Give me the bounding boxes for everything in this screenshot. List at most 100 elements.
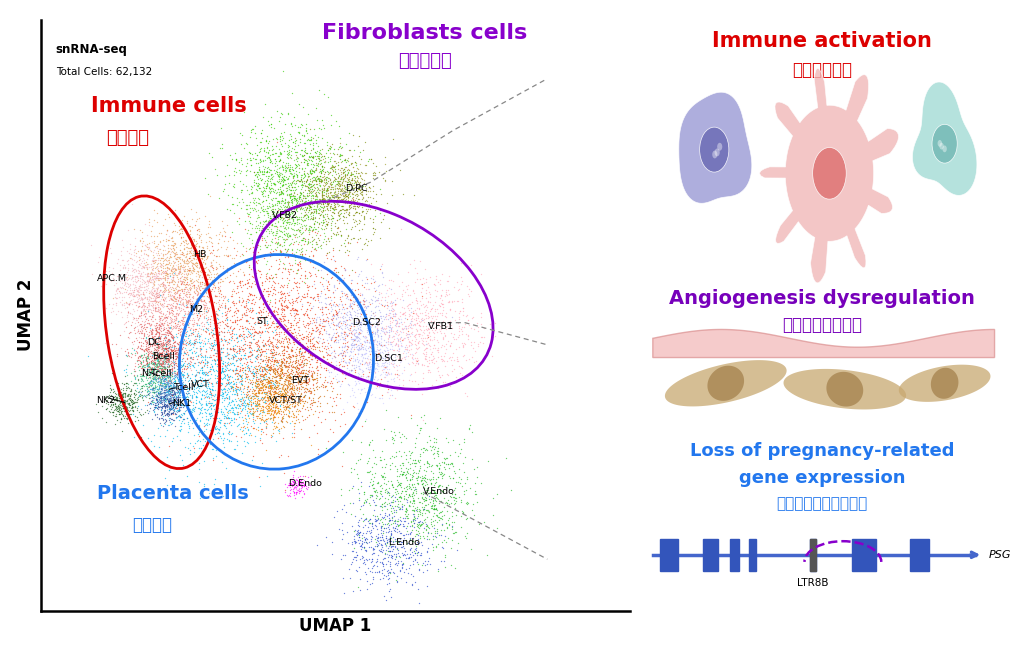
Point <box>225 199 242 209</box>
Point <box>94 413 111 423</box>
Point <box>253 143 269 153</box>
Point <box>144 300 161 310</box>
Point <box>145 364 162 374</box>
Point <box>227 350 244 361</box>
Point <box>138 379 155 389</box>
Point <box>291 202 307 213</box>
Point <box>288 281 304 291</box>
Point <box>249 234 265 244</box>
Point <box>349 397 366 408</box>
Point <box>285 214 301 225</box>
Point <box>316 227 333 238</box>
Point <box>143 392 160 402</box>
Point <box>231 346 248 356</box>
Point <box>362 354 379 365</box>
Point <box>293 348 309 359</box>
Point <box>230 266 247 276</box>
Point <box>187 245 204 255</box>
Point <box>273 304 290 315</box>
Point <box>347 510 364 521</box>
Point <box>157 394 173 404</box>
Point <box>193 248 209 258</box>
Point <box>140 372 157 383</box>
Point <box>207 398 223 409</box>
Point <box>352 233 369 243</box>
Point <box>240 211 256 221</box>
Point <box>246 254 262 264</box>
Point <box>408 486 424 496</box>
Point <box>236 326 252 336</box>
Point <box>299 238 315 248</box>
Point <box>290 288 306 298</box>
Point <box>342 192 358 202</box>
Point <box>353 344 370 354</box>
Point <box>273 231 290 242</box>
Point <box>186 304 203 315</box>
Point <box>443 458 460 468</box>
Point <box>326 319 342 330</box>
Point <box>161 343 177 353</box>
Point <box>317 223 334 233</box>
Point <box>278 352 294 363</box>
Point <box>125 402 141 412</box>
Point <box>296 207 312 218</box>
Point <box>281 198 297 208</box>
Point <box>159 424 175 435</box>
Point <box>164 277 180 287</box>
Point <box>156 344 172 354</box>
Point <box>177 324 194 334</box>
Point <box>164 352 180 363</box>
Point <box>233 375 250 385</box>
Point <box>146 267 163 278</box>
Point <box>169 377 185 387</box>
Point <box>243 421 259 432</box>
Point <box>419 479 435 489</box>
Point <box>368 378 384 389</box>
Point <box>169 373 185 384</box>
Point <box>297 471 313 481</box>
Point <box>426 479 442 489</box>
Point <box>344 537 360 547</box>
Point <box>274 394 291 404</box>
Point <box>125 294 141 304</box>
Point <box>321 199 337 209</box>
Point <box>179 259 196 270</box>
Point <box>440 271 457 281</box>
Point <box>291 478 307 488</box>
Point <box>145 362 162 372</box>
Point <box>232 373 249 384</box>
Point <box>295 190 311 200</box>
Point <box>162 398 178 409</box>
Point <box>396 430 413 441</box>
Point <box>299 181 315 192</box>
Point <box>173 246 189 257</box>
Point <box>266 297 283 307</box>
Point <box>410 311 426 321</box>
Point <box>250 385 266 395</box>
Point <box>309 368 326 378</box>
Point <box>314 205 331 215</box>
Point <box>412 458 428 469</box>
Point <box>262 285 279 296</box>
Point <box>260 190 276 200</box>
Point <box>188 259 205 270</box>
Point <box>263 319 280 330</box>
Point <box>282 147 298 157</box>
Point <box>188 391 205 401</box>
Point <box>330 192 346 202</box>
Point <box>132 289 148 300</box>
Point <box>255 361 271 372</box>
Point <box>378 523 394 534</box>
Point <box>414 479 430 489</box>
Point <box>144 261 161 272</box>
Point <box>330 177 346 188</box>
Point <box>142 369 159 380</box>
Point <box>180 387 197 398</box>
Point <box>148 318 165 328</box>
Point <box>165 398 181 409</box>
Point <box>257 421 273 432</box>
Point <box>397 328 414 339</box>
Point <box>299 168 315 179</box>
Point <box>430 482 446 492</box>
Point <box>306 332 323 342</box>
